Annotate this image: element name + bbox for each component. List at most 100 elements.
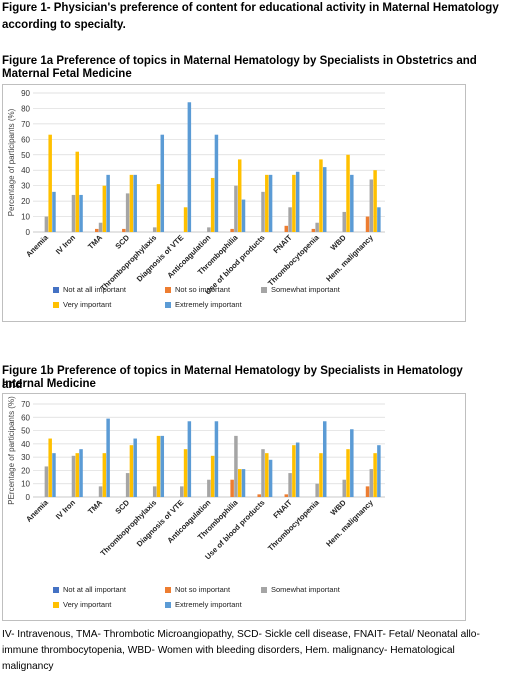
bar-somewhat-important-thromboprophylaxis [152,227,157,232]
y-tick-label: 20 [21,197,30,206]
bar-somewhat-important-hem-malignancy [369,179,374,232]
bar-extremely-important-hem-malignancy [377,207,381,232]
legend-swatch [165,601,171,608]
bar-very-important-thrombophilia [237,469,242,497]
bar-very-important-thrombocytopenia [319,159,323,232]
bar-somewhat-important-anemia [44,466,49,497]
bar-extremely-important-thrombophilia [241,199,246,232]
footnote-line3: malignancy [2,661,54,672]
bar-not-so-important-tma [95,228,99,232]
x-tick-label: FNAIT [271,233,293,255]
bar-extremely-important-tma [106,174,110,232]
legend-label: Somewhat important [271,285,340,294]
legend-swatch [165,586,171,593]
bar-very-important-wbd [346,449,350,497]
bar-extremely-important-thrombocytopenia [322,421,327,497]
bar-somewhat-important-wbd [342,479,346,497]
legend-label: Not at all important [63,585,126,594]
chart-1b-title-line1: Figure 1b Preference of topics in Matern… [2,365,463,391]
bar-somewhat-important-use-of-blood-products [261,191,265,232]
bar-not-so-important-fnait [284,494,289,497]
bar-extremely-important-anemia [52,191,56,232]
bar-somewhat-important-anticoagulation [207,479,211,497]
y-tick-label: 50 [21,427,30,436]
y-tick-label: 60 [21,413,30,422]
y-axis-label: PErcentage of participants (%) [7,396,16,505]
legend-item-very-important: Very important [53,600,111,609]
bar-very-important-scd [129,445,134,497]
legend-swatch [165,286,171,293]
legend-item-somewhat-important: Somewhat important [261,285,340,294]
bar-not-so-important-hem-malignancy [365,486,370,497]
bar-very-important-anticoagulation [210,455,215,497]
y-tick-label: 20 [21,466,30,475]
legend-swatch [53,586,59,593]
bar-very-important-thrombophilia [237,159,242,232]
bar-extremely-important-iv-iron [79,449,83,497]
bar-very-important-tma [102,453,107,497]
legend-item-not-so-important: Not so important [165,585,230,594]
bar-very-important-fnait [292,445,296,497]
bar-very-important-diagnosis-of-vte [183,207,188,232]
chart-1b-legend: Not at all important Not so important So… [53,585,383,613]
chart-1b-title-line2: Internal Medicine [2,378,96,390]
bar-extremely-important-anticoagulation [214,421,219,497]
chart-1b: PErcentage of participants (%) 0 10 20 30 40 5… [7,396,385,561]
bar-somewhat-important-scd [125,473,130,497]
legend-label: Very important [63,300,112,309]
bar-somewhat-important-anemia [44,216,49,232]
x-tick-label: Diagnosis of VTE [135,498,186,549]
bar-very-important-thromboprophylaxis [156,184,161,232]
figure-header-line2: according to specialty. [2,19,126,31]
bar-very-important-diagnosis-of-vte [183,449,188,497]
legend-item-not-at-all-important: Not at all important [53,285,126,294]
bar-not-so-important-fnait [284,225,289,232]
chart-1a-title-line2: Maternal Fetal Medicine [2,68,132,80]
legend-label: Not at all important [63,285,126,294]
chart-1a: Percentage of participants (%) 0 10 20 30 40 5… [7,89,385,296]
x-tick-label: Thrombocytopenia [266,233,321,288]
bar-somewhat-important-fnait [288,207,292,232]
legend-swatch [261,286,267,293]
footnote: IV- Intravenous, TMA- Thrombotic Microan… [2,627,514,675]
bar-somewhat-important-tma [98,486,103,497]
bar-extremely-important-tma [106,418,110,497]
bar-somewhat-important-thrombocytopenia [315,483,319,497]
x-tick-label: Diagnosis of VTE [135,233,186,284]
y-tick-label: 30 [21,453,30,462]
legend-label: Not so important [175,585,231,594]
bar-extremely-important-scd [133,438,137,497]
bar-extremely-important-use-of-blood-products [268,174,273,232]
bar-not-so-important-thrombocytopenia [311,228,316,232]
bar-very-important-anemia [48,134,52,232]
bar-very-important-iv-iron [75,151,80,232]
y-tick-label: 40 [21,440,30,449]
bar-extremely-important-use-of-blood-products [268,459,273,497]
y-tick-label: 70 [21,400,30,409]
x-tick-label: SCD [113,233,131,251]
y-tick-label: 10 [21,480,30,489]
x-tick-label: IV Iron [54,498,77,521]
bar-somewhat-important-thrombophilia [234,435,238,497]
bar-somewhat-important-thromboprophylaxis [152,486,157,497]
bar-somewhat-important-hem-malignancy [369,469,374,497]
legend-label: Somewhat important [271,585,340,594]
y-tick-label: 30 [21,182,30,191]
y-tick-label: 70 [21,120,30,129]
bar-very-important-hem-malignancy [373,170,377,232]
bar-extremely-important-fnait [295,442,300,497]
bar-not-so-important-scd [122,228,126,232]
bar-extremely-important-wbd [350,174,354,232]
y-tick-label: 90 [21,89,30,98]
bar-extremely-important-wbd [350,429,354,497]
legend-label: Very important [63,600,112,609]
legend-label: Extremely important [175,300,242,309]
legend-item-very-important: Very important [53,300,111,309]
bar-extremely-important-anemia [52,453,56,497]
y-tick-label: 0 [26,228,31,237]
x-tick-label: TMA [86,498,104,516]
bar-extremely-important-thromboprophylaxis [160,435,165,497]
bar-extremely-important-thromboprophylaxis [160,134,165,232]
bar-somewhat-important-anticoagulation [207,227,211,232]
bar-very-important-scd [129,174,134,232]
